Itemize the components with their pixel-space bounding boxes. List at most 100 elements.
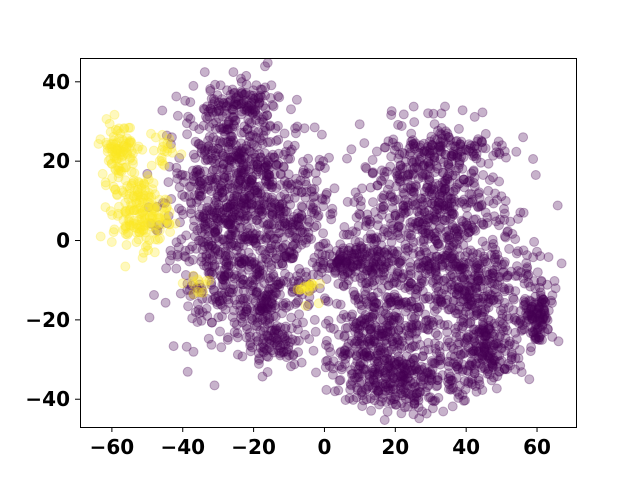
data-point <box>238 162 249 173</box>
data-point <box>491 195 502 205</box>
data-point <box>383 280 394 291</box>
data-point <box>203 141 214 152</box>
data-point <box>257 114 268 125</box>
data-point <box>134 208 145 219</box>
data-point <box>459 259 470 270</box>
data-point <box>302 221 313 232</box>
data-point <box>162 143 173 154</box>
data-point <box>406 128 417 139</box>
data-point <box>237 169 248 180</box>
data-point <box>230 178 241 189</box>
data-point <box>245 156 255 167</box>
data-point <box>515 207 526 218</box>
data-point <box>231 241 242 251</box>
data-point <box>396 382 407 393</box>
data-point <box>196 175 207 186</box>
data-point <box>191 243 202 254</box>
data-point <box>215 326 225 337</box>
data-point <box>216 271 227 282</box>
data-point <box>256 135 267 146</box>
data-point <box>247 171 258 182</box>
data-point <box>256 206 267 217</box>
data-point <box>253 127 264 137</box>
data-point <box>483 364 494 375</box>
data-point <box>356 304 367 315</box>
data-point <box>242 222 253 233</box>
data-point <box>146 160 157 171</box>
data-point <box>381 292 392 302</box>
data-point <box>238 240 249 251</box>
data-point <box>201 111 211 122</box>
data-point <box>394 315 405 326</box>
data-point <box>422 182 433 193</box>
data-point <box>491 321 502 332</box>
data-point <box>280 268 290 279</box>
data-point <box>203 141 214 151</box>
data-point <box>459 375 470 386</box>
data-point <box>200 145 211 156</box>
data-point <box>528 154 539 164</box>
data-point <box>265 137 276 147</box>
data-point <box>165 139 176 150</box>
data-point <box>161 216 172 227</box>
data-point <box>216 183 227 194</box>
y-tick-label: −40 <box>25 387 70 411</box>
data-point <box>401 162 412 173</box>
data-point <box>269 300 280 311</box>
data-point <box>247 228 258 239</box>
data-point <box>347 226 358 237</box>
data-point <box>518 245 529 256</box>
data-point <box>306 234 317 244</box>
data-point <box>302 168 313 179</box>
data-point <box>252 110 263 121</box>
data-point <box>194 124 205 135</box>
data-point <box>213 106 224 117</box>
data-point <box>212 213 223 224</box>
data-point <box>241 105 252 116</box>
data-point <box>238 98 249 109</box>
data-point <box>158 197 168 208</box>
data-point <box>227 152 238 163</box>
data-point <box>247 198 258 209</box>
data-point <box>217 148 228 159</box>
data-point <box>265 230 276 241</box>
data-point <box>385 161 396 172</box>
data-point <box>232 252 243 263</box>
data-point <box>172 110 183 121</box>
data-point <box>199 104 210 115</box>
data-point <box>291 94 302 105</box>
data-point <box>163 211 174 221</box>
data-point <box>219 172 230 183</box>
data-point <box>421 408 432 419</box>
data-point <box>224 182 235 193</box>
data-point <box>249 125 260 136</box>
data-point <box>212 143 223 154</box>
data-point <box>227 211 238 222</box>
data-point <box>241 141 252 151</box>
data-point <box>262 220 273 231</box>
data-point <box>468 166 479 177</box>
data-point <box>473 293 484 304</box>
data-point <box>172 173 183 184</box>
data-point <box>427 357 438 368</box>
data-point <box>255 152 266 163</box>
data-point <box>444 162 455 173</box>
data-point <box>275 180 286 190</box>
data-point <box>240 185 251 196</box>
data-point <box>223 172 234 183</box>
data-point <box>338 229 349 240</box>
data-point <box>435 208 446 219</box>
data-point <box>208 223 219 233</box>
data-point <box>488 150 499 161</box>
data-point <box>176 205 187 216</box>
data-point <box>206 339 217 350</box>
data-point <box>244 176 255 187</box>
data-point <box>313 298 324 309</box>
data-point <box>224 162 235 173</box>
data-point <box>160 297 171 308</box>
data-point <box>447 401 458 412</box>
data-point <box>267 100 278 110</box>
data-point <box>228 135 239 146</box>
data-point <box>251 169 262 180</box>
data-point <box>227 223 238 234</box>
